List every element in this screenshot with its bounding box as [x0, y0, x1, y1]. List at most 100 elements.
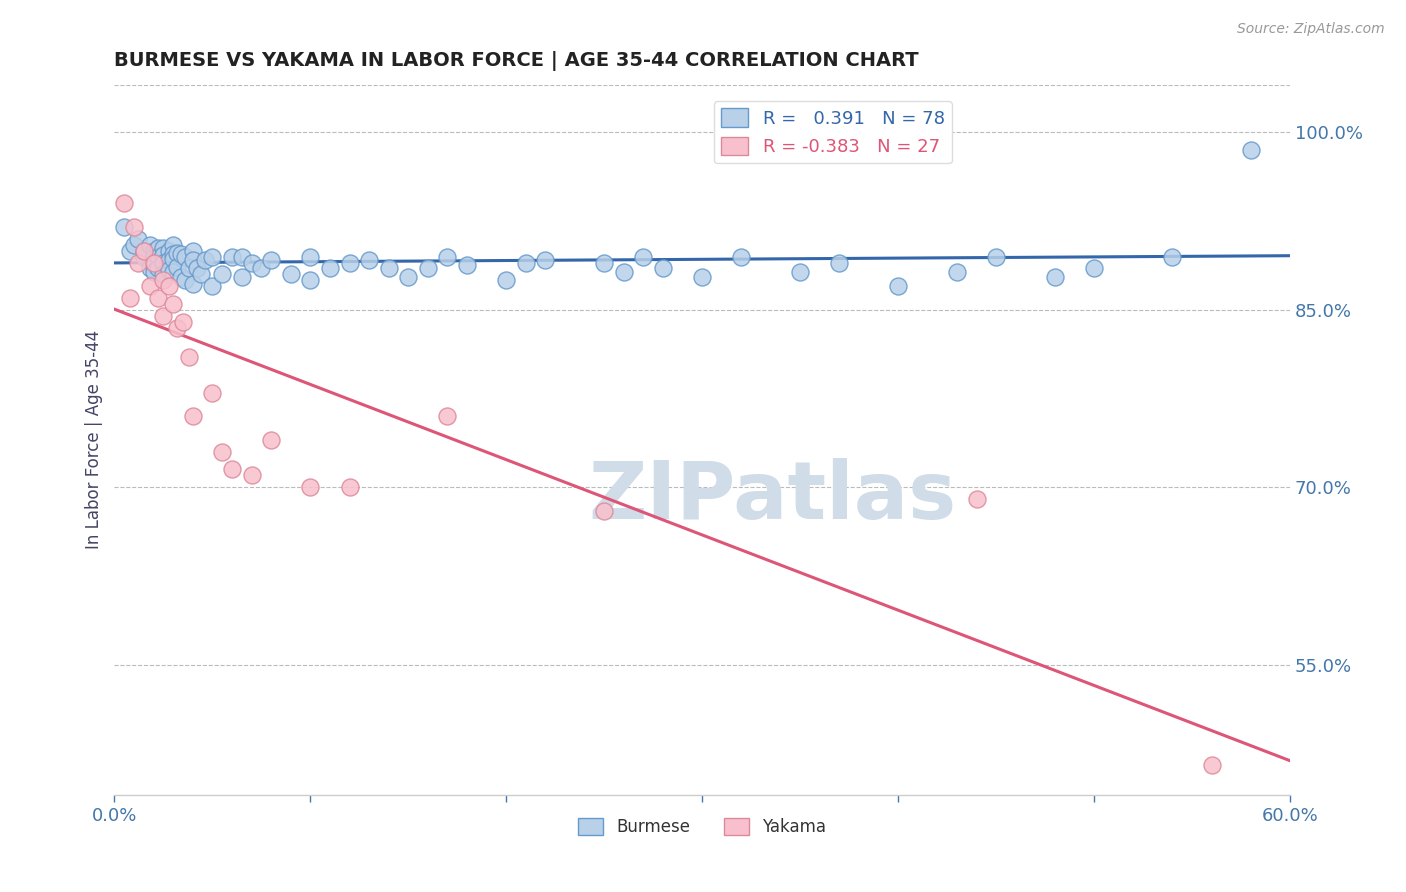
Point — [593, 504, 616, 518]
Point — [260, 433, 283, 447]
Point — [157, 262, 180, 277]
Text: BURMESE VS YAKAMA IN LABOR FORCE | AGE 35-44 CORRELATION CHART: BURMESE VS YAKAMA IN LABOR FORCE | AGE 3… — [114, 51, 920, 70]
Y-axis label: In Labor Force | Age 35-44: In Labor Force | Age 35-44 — [86, 330, 103, 549]
Point — [127, 232, 149, 246]
Point — [177, 350, 200, 364]
Point — [112, 196, 135, 211]
Point — [436, 250, 458, 264]
Point — [152, 241, 174, 255]
Point — [127, 255, 149, 269]
Point — [120, 244, 142, 258]
Point — [240, 468, 263, 483]
Point — [142, 258, 165, 272]
Point — [166, 246, 188, 260]
Point — [299, 273, 322, 287]
Point — [146, 250, 169, 264]
Point — [162, 247, 184, 261]
Point — [339, 255, 361, 269]
Point — [201, 385, 224, 400]
Point — [122, 237, 145, 252]
Point — [1161, 250, 1184, 264]
Text: ZIPatlas: ZIPatlas — [589, 458, 957, 536]
Point — [174, 273, 197, 287]
Point — [789, 265, 811, 279]
Point — [162, 297, 184, 311]
Point — [162, 265, 184, 279]
Point — [240, 255, 263, 269]
Point — [319, 261, 342, 276]
Point — [170, 247, 193, 261]
Point — [174, 250, 197, 264]
Point — [231, 269, 253, 284]
Point — [152, 309, 174, 323]
Point — [181, 253, 204, 268]
Point — [181, 244, 204, 258]
Point — [152, 248, 174, 262]
Point — [593, 255, 616, 269]
Point — [186, 261, 208, 276]
Point — [146, 241, 169, 255]
Point — [142, 244, 165, 258]
Point — [193, 253, 215, 268]
Point — [730, 250, 752, 264]
Point — [221, 462, 243, 476]
Point — [1043, 269, 1066, 284]
Point — [946, 265, 969, 279]
Point — [157, 244, 180, 258]
Point — [250, 261, 273, 276]
Point — [146, 261, 169, 276]
Point — [966, 491, 988, 506]
Point — [152, 255, 174, 269]
Point — [456, 258, 478, 272]
Point — [1240, 143, 1263, 157]
Point — [132, 244, 155, 258]
Point — [142, 250, 165, 264]
Point — [221, 250, 243, 264]
Point — [157, 253, 180, 268]
Point — [152, 268, 174, 282]
Point — [201, 250, 224, 264]
Point — [1201, 758, 1223, 772]
Legend: Burmese, Yakama: Burmese, Yakama — [572, 812, 832, 843]
Point — [142, 265, 165, 279]
Point — [1083, 261, 1105, 276]
Point — [166, 320, 188, 334]
Point — [162, 237, 184, 252]
Point — [377, 261, 399, 276]
Point — [166, 260, 188, 275]
Point — [211, 268, 233, 282]
Point — [170, 269, 193, 284]
Point — [690, 269, 713, 284]
Point — [132, 244, 155, 258]
Point — [177, 261, 200, 276]
Point — [359, 253, 381, 268]
Point — [436, 409, 458, 424]
Point — [260, 253, 283, 268]
Point — [299, 250, 322, 264]
Point — [299, 480, 322, 494]
Point — [339, 480, 361, 494]
Point — [142, 255, 165, 269]
Point — [396, 269, 419, 284]
Point — [112, 220, 135, 235]
Point — [172, 315, 194, 329]
Point — [887, 279, 910, 293]
Point — [138, 237, 160, 252]
Point — [120, 291, 142, 305]
Point — [231, 250, 253, 264]
Text: Source: ZipAtlas.com: Source: ZipAtlas.com — [1237, 22, 1385, 37]
Point — [190, 268, 212, 282]
Point — [515, 255, 537, 269]
Point — [138, 261, 160, 276]
Point — [828, 255, 851, 269]
Point — [157, 279, 180, 293]
Point — [211, 444, 233, 458]
Point — [201, 279, 224, 293]
Point — [138, 279, 160, 293]
Point — [633, 250, 655, 264]
Point — [613, 265, 636, 279]
Point — [280, 268, 302, 282]
Point — [122, 220, 145, 235]
Point — [495, 273, 517, 287]
Point — [181, 277, 204, 291]
